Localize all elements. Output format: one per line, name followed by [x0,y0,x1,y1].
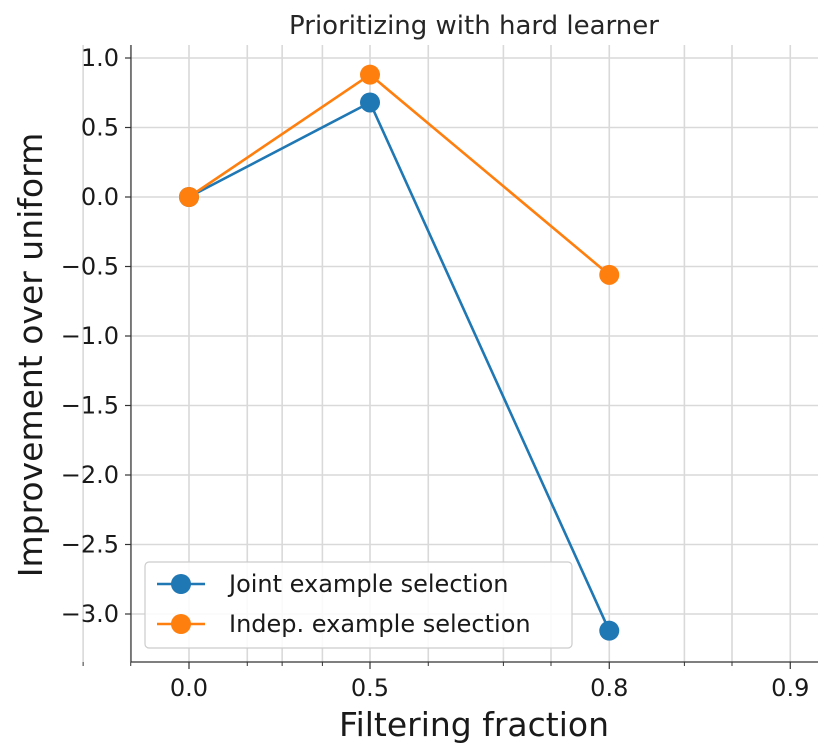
data-point [599,620,620,641]
y-tick-label: −1.0 [61,322,119,350]
legend-label-joint: Joint example selection [227,570,508,598]
x-tick-label: 0.9 [771,674,809,702]
y-tick-label: −3.0 [61,600,119,628]
legend-marker-joint [171,574,191,594]
legend: Joint example selection Indep. example s… [144,561,573,649]
data-point [360,64,380,85]
x-axis-label: Filtering fraction [339,705,609,744]
x-tick-label: 0.0 [170,674,208,702]
y-tick-label: 0.5 [81,114,119,142]
legend-box [144,561,573,649]
data-point [360,92,380,113]
y-tick-label: −2.5 [61,531,119,559]
x-tick-labels: 0.0 0.5 0.8 0.9 [82,662,809,702]
y-tick-label: −0.5 [61,253,119,281]
y-tick-label: 1.0 [81,44,119,72]
legend-label-indep: Indep. example selection [229,610,531,638]
y-tick-labels: 1.0 0.5 0.0 −0.5 −1.0 −1.5 −2.0 −2.5 −3.0 [61,44,131,628]
chart-title: Prioritizing with hard learner [289,11,659,41]
y-tick-label: −2.0 [61,461,119,489]
data-point [179,187,199,207]
y-axis-label: Improvement over uniform [11,133,50,578]
x-tick-label: 0.5 [351,674,389,702]
y-tick-label: −1.5 [61,392,119,420]
plot-background [131,45,818,662]
series [179,64,620,641]
y-tick-label: 0.0 [81,183,119,211]
data-point [599,264,620,285]
legend-marker-indep [171,614,191,634]
x-tick-label: 0.8 [590,674,628,702]
